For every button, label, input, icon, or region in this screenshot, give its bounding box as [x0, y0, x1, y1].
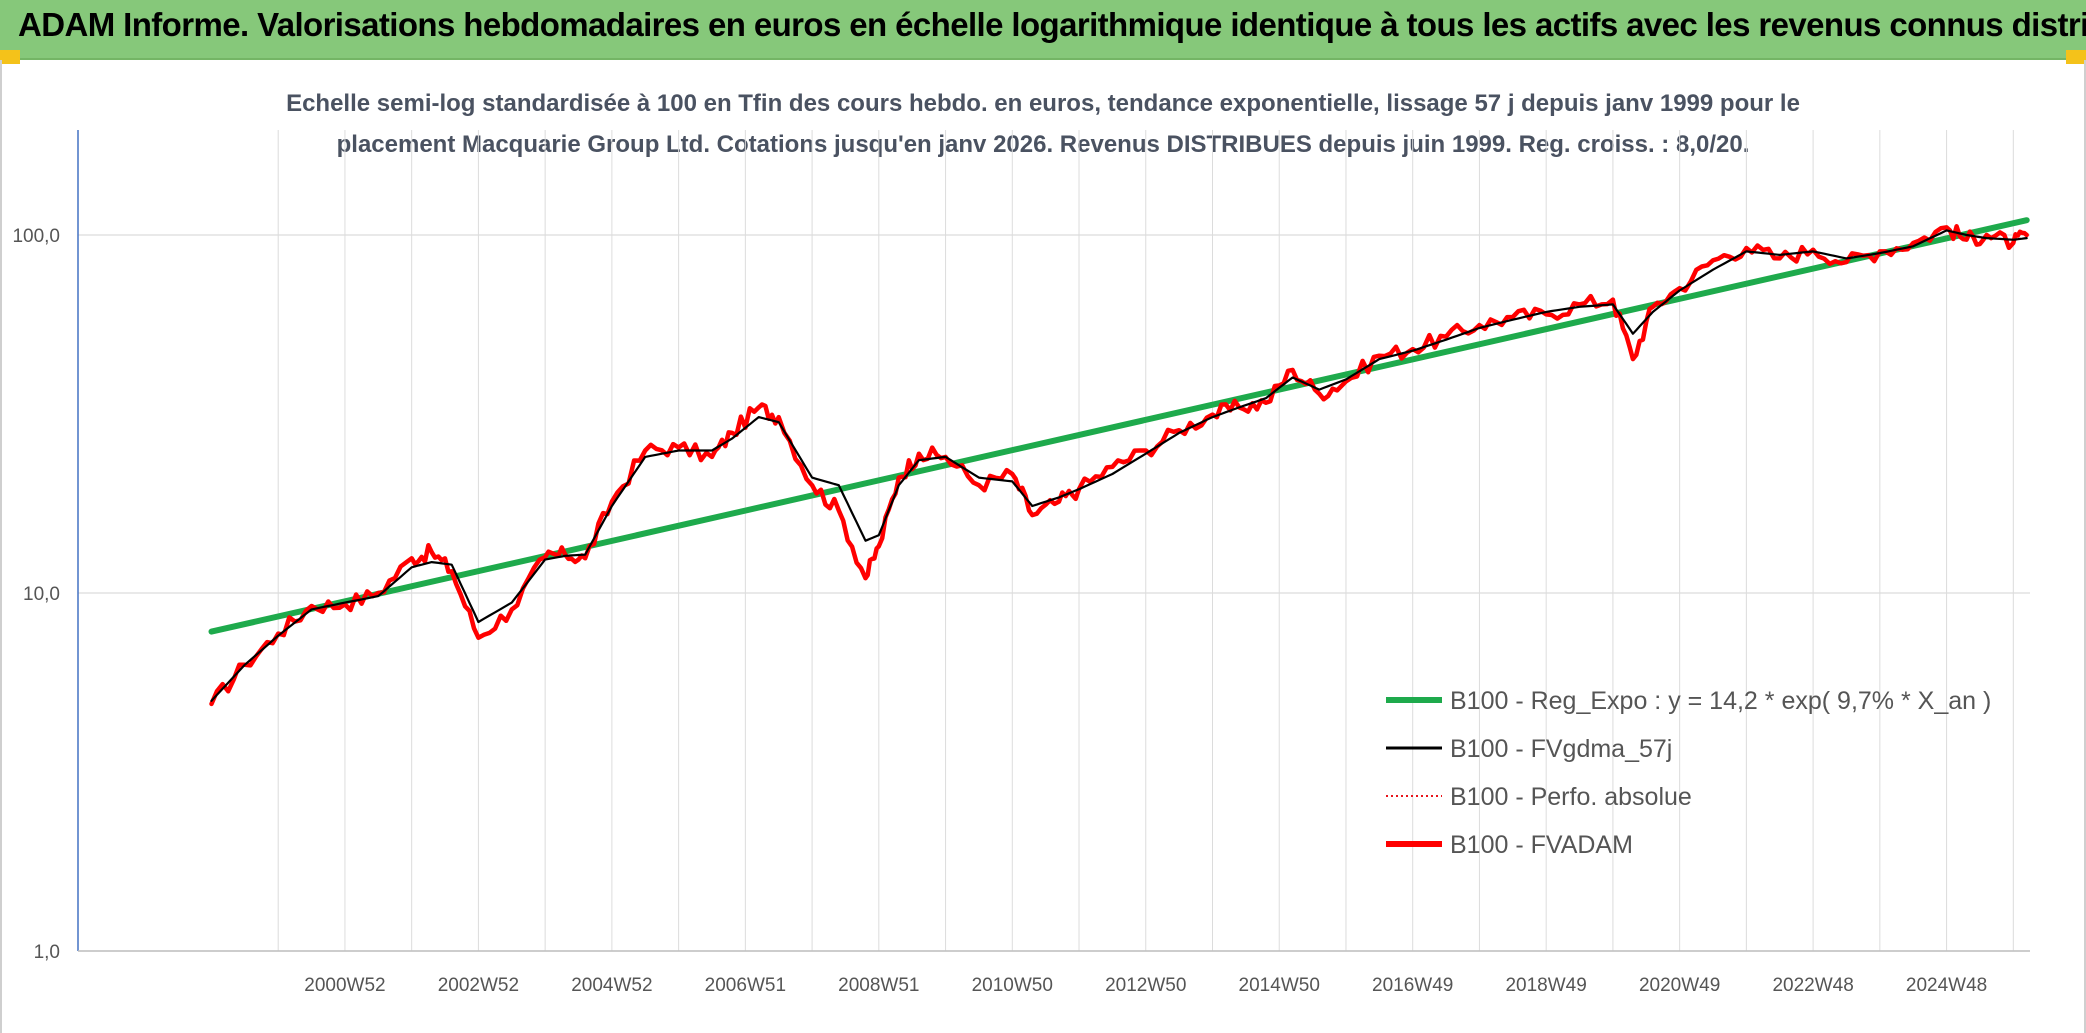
legend-label-perfo: B100 - Perfo. absolue	[1450, 783, 1692, 811]
x-tick-label: 2002W52	[438, 975, 519, 996]
series-layer	[208, 217, 2030, 707]
legend-label-fvgdma: B100 - FVgdma_57j	[1450, 735, 1672, 763]
legend-label-reg: B100 - Reg_Expo : y = 14,2 * exp( 9,7% *…	[1450, 687, 1991, 715]
x-tick-label: 2016W49	[1372, 975, 1453, 996]
y-tick-label: 100,0	[12, 226, 60, 247]
x-tick-label: 2014W50	[1239, 975, 1320, 996]
x-tick-label: 2022W48	[1772, 975, 1853, 996]
corner-marker-top-right	[2066, 50, 2086, 64]
axis-layer: 100,0 10,0 1,0 2000W52 2002W52 2004W52 2006W51…	[12, 130, 2030, 996]
x-tick-label: 2006W51	[705, 975, 786, 996]
chart-title-line-2: placement Macquarie Group Ltd. Cotations…	[337, 131, 1750, 158]
y-tick-label: 1,0	[34, 942, 60, 963]
x-tick-label: 2024W48	[1906, 975, 1987, 996]
x-tick-label: 2004W52	[571, 975, 652, 996]
x-tick-label: 2018W49	[1505, 975, 1586, 996]
chart-frame	[0, 60, 2086, 1033]
x-tick-label: 2020W49	[1639, 975, 1720, 996]
y-tick-label: 10,0	[23, 584, 60, 605]
series-line-fvadam	[209, 224, 2029, 707]
report-banner: ADAM Informe. Valorisations hebdomadaire…	[0, 0, 2086, 60]
x-tick-label: 2008W51	[838, 975, 919, 996]
series-line-fvgdma	[210, 229, 2028, 702]
x-tick-label: 2010W50	[972, 975, 1053, 996]
series-line-reg	[208, 217, 2030, 635]
chart-title-line-1: Echelle semi-log standardisée à 100 en T…	[286, 90, 1800, 117]
x-tick-label: 2000W52	[304, 975, 385, 996]
legend-label-fvadam: B100 - FVADAM	[1450, 831, 1633, 859]
grid-layer	[78, 130, 2030, 952]
corner-marker-top-left	[0, 50, 20, 64]
x-tick-label: 2012W50	[1105, 975, 1186, 996]
legend: B100 - Reg_Expo : y = 14,2 * exp( 9,7% *…	[1386, 687, 1991, 859]
report-title: ADAM Informe. Valorisations hebdomadaire…	[18, 6, 2086, 43]
